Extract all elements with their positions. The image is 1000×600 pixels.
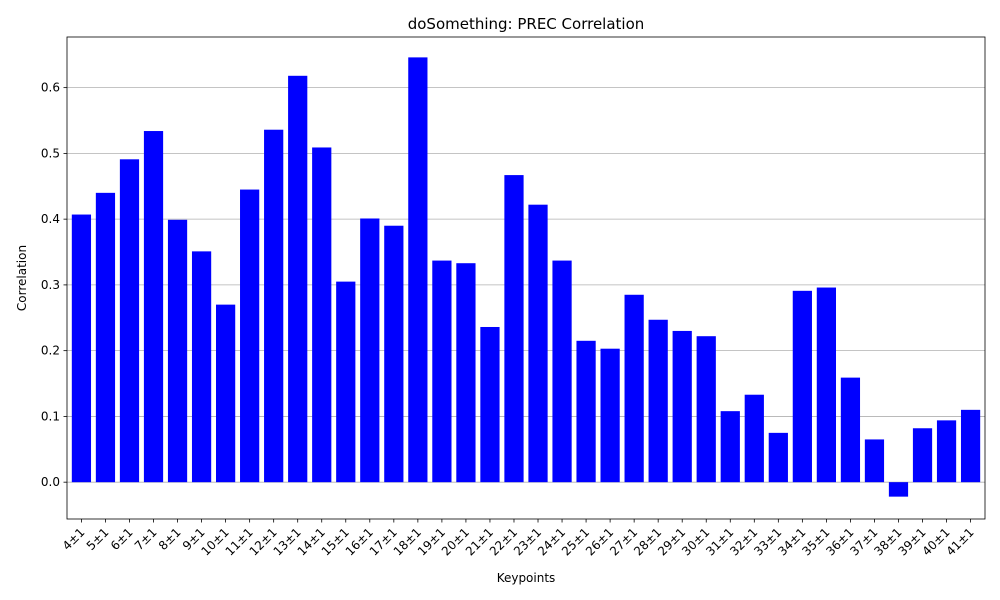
bar-27±1: [624, 294, 644, 483]
bar-14±1: [312, 147, 332, 483]
bar-10±1: [215, 304, 236, 483]
y-tick-label: 0.2: [41, 344, 60, 358]
bar-18±1: [408, 57, 428, 483]
bar-15±1: [336, 281, 356, 483]
bar-6±1: [119, 159, 140, 483]
y-tick-label: 0.3: [41, 278, 60, 292]
bar-26±1: [600, 348, 620, 483]
y-tick-label: 0.5: [41, 146, 60, 160]
bar-40±1: [936, 420, 957, 483]
x-axis-label: Keypoints: [497, 571, 556, 585]
y-tick-label: 0.1: [41, 409, 60, 423]
bar-39±1: [912, 428, 933, 483]
bar-16±1: [360, 218, 380, 483]
y-tick-label: 0.0: [41, 475, 60, 489]
bar-41±1: [960, 409, 981, 483]
chart-title: doSomething: PREC Correlation: [408, 15, 645, 33]
bar-24±1: [552, 260, 572, 483]
bar-17±1: [384, 225, 404, 483]
plot-frame: [66, 36, 986, 520]
bar-23±1: [528, 204, 548, 483]
bar-25±1: [576, 340, 596, 483]
bar-38±1: [888, 482, 909, 497]
bar-7±1: [143, 131, 164, 483]
bar-36±1: [840, 377, 861, 483]
bar-5±1: [95, 192, 116, 483]
bar-13±1: [288, 75, 308, 483]
bar-12±1: [264, 129, 284, 483]
bar-35±1: [816, 287, 837, 483]
y-ticks: 0.0 0.1 0.2 0.3 0.4 0.5 0.6: [41, 81, 67, 489]
y-tick-label: 0.4: [41, 212, 60, 226]
bars: [71, 57, 981, 497]
bar-33±1: [768, 432, 788, 483]
bar-32±1: [744, 394, 764, 483]
bar-21±1: [480, 326, 500, 483]
bar-8±1: [167, 219, 188, 483]
bar-37±1: [864, 439, 885, 483]
axes: [66, 36, 986, 520]
bar-29±1: [672, 330, 692, 483]
bar-30±1: [696, 336, 716, 483]
bar-20±1: [456, 263, 476, 483]
y-axis-label: Correlation: [15, 245, 29, 311]
bar-22±1: [504, 175, 524, 483]
bar-19±1: [432, 260, 452, 483]
bar-11±1: [240, 189, 260, 483]
y-tick-label: 0.6: [41, 81, 60, 95]
bar-31±1: [720, 411, 740, 483]
bar-4±1: [71, 214, 92, 483]
bar-28±1: [648, 319, 668, 483]
bar-34±1: [792, 290, 812, 483]
bar-9±1: [191, 251, 212, 483]
